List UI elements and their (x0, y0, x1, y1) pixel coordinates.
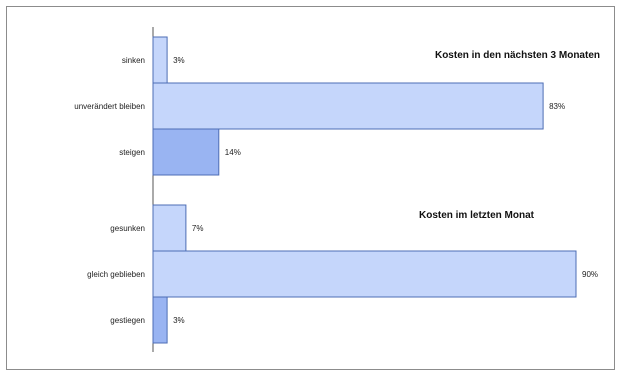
value-label: 7% (192, 224, 204, 233)
value-label: 14% (225, 148, 241, 157)
bar-1-1 (152, 36, 168, 84)
chart-frame: Kosten in den nächsten 3 Monaten Kosten … (6, 6, 615, 370)
bar-2-2 (152, 250, 577, 298)
bars-group: sinken 3% unverändert bleiben 83% steigen 14%… (74, 36, 598, 344)
chart-title-2: Kosten im letzten Monat (419, 210, 535, 221)
value-label: 3% (173, 56, 185, 65)
category-label: gleich geblieben (87, 270, 145, 279)
bar-2-3 (152, 296, 168, 344)
value-label: 3% (173, 316, 185, 325)
chart-title-1: Kosten in den nächsten 3 Monaten (435, 50, 600, 61)
category-label: gesunken (110, 224, 145, 233)
bar-chart: Kosten in den nächsten 3 Monaten Kosten … (74, 27, 600, 352)
value-label: 90% (582, 270, 598, 279)
bar-2-1 (152, 204, 187, 252)
category-label: unverändert bleiben (74, 102, 145, 111)
category-label: steigen (119, 148, 145, 157)
bar-1-3 (152, 128, 220, 176)
bar-1-2 (152, 82, 544, 130)
category-label: gestiegen (110, 316, 145, 325)
value-label: 83% (549, 102, 565, 111)
category-label: sinken (122, 56, 145, 65)
